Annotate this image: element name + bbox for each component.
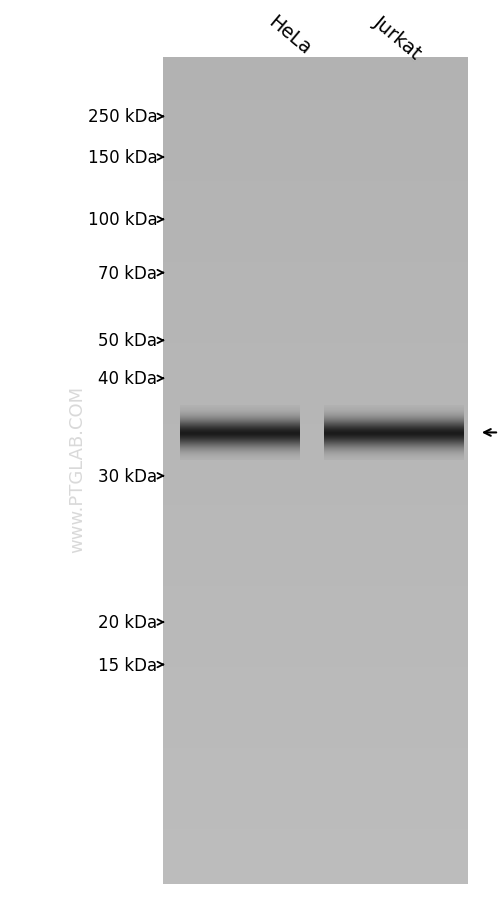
Text: 70 kDa: 70 kDa	[98, 264, 158, 282]
Text: www.PTGLAB.COM: www.PTGLAB.COM	[68, 385, 86, 553]
Text: 100 kDa: 100 kDa	[88, 211, 158, 229]
Bar	[162, 59, 468, 884]
Text: 40 kDa: 40 kDa	[98, 370, 158, 388]
Text: 250 kDa: 250 kDa	[88, 108, 158, 126]
Text: 50 kDa: 50 kDa	[98, 332, 158, 350]
Text: 15 kDa: 15 kDa	[98, 656, 158, 674]
Text: 30 kDa: 30 kDa	[98, 467, 158, 485]
Text: Jurkat: Jurkat	[370, 13, 426, 63]
Text: HeLa: HeLa	[265, 13, 315, 59]
Text: 150 kDa: 150 kDa	[88, 149, 158, 167]
Text: 20 kDa: 20 kDa	[98, 613, 158, 631]
